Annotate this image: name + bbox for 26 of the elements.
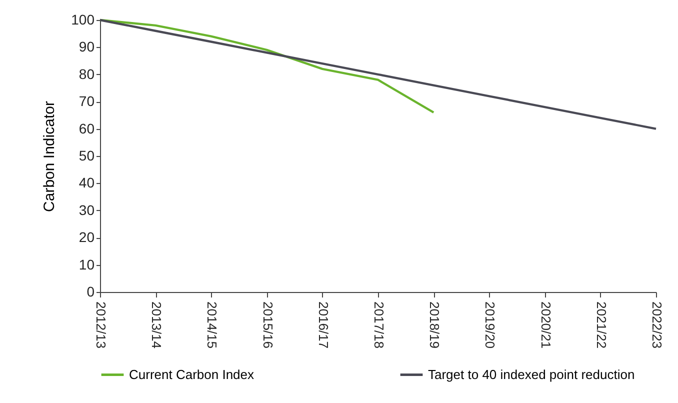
y-tick-label: 40 [78, 174, 95, 191]
x-tick-label: 2013/14 [149, 302, 164, 348]
legend-label: Current Carbon Index [129, 366, 255, 382]
y-tick-label: 0 [86, 284, 95, 300]
legend-label: Target to 40 indexed point reduction [428, 366, 635, 382]
x-tick-label: 2015/16 [260, 302, 276, 348]
y-tick-label: 60 [78, 120, 95, 136]
y-tick-label: 30 [78, 202, 95, 218]
y-tick-label: 10 [78, 256, 95, 272]
y-tick-label: 90 [78, 38, 95, 55]
x-tick-label: 2012/13 [94, 302, 108, 348]
y-tick-label: 80 [78, 66, 95, 82]
x-tick-label: 2019/20 [482, 302, 498, 348]
x-tick-label: 2018/19 [427, 302, 442, 348]
y-tick-label: 50 [78, 148, 95, 164]
x-tick-label: 2021/22 [594, 302, 609, 348]
y-axis-title: Carbon Indicator [41, 101, 58, 212]
y-tick-label: 70 [78, 93, 95, 110]
line-series [98, 18, 658, 130]
x-tick-label: 2020/21 [538, 302, 554, 348]
x-tick-label: 2014/15 [204, 302, 220, 348]
y-tick-label: 20 [78, 229, 95, 246]
y-tick-label: 100 [71, 12, 95, 28]
x-tick-label: 2022/23 [650, 302, 664, 348]
x-tick-label: 2016/17 [316, 302, 331, 348]
x-tick-label: 2017/18 [372, 302, 386, 348]
